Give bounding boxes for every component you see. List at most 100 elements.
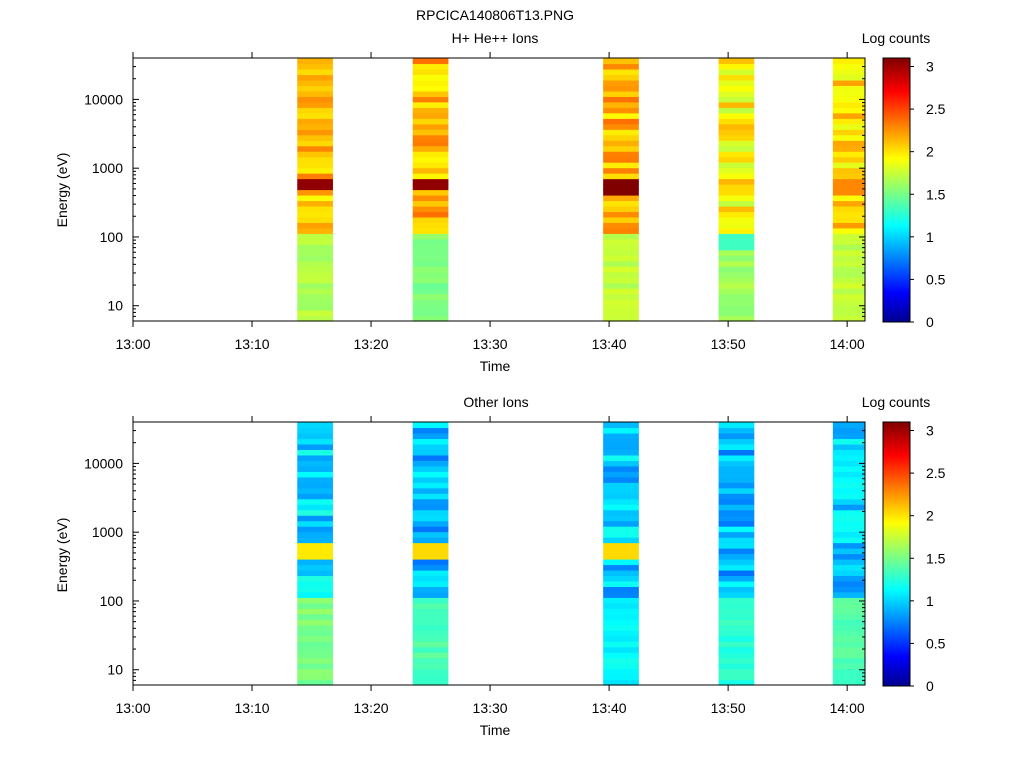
heatmap-cell	[718, 304, 755, 311]
heatmap-cell	[297, 184, 333, 191]
heatmap-cell	[297, 63, 333, 70]
heatmap-cell	[412, 663, 449, 670]
heatmap-cell	[832, 151, 865, 158]
heatmap-cell	[297, 465, 333, 472]
heatmap-cell	[603, 129, 639, 136]
heatmap-cell	[718, 460, 755, 467]
heatmap-cell	[412, 85, 449, 92]
heatmap-cell	[603, 471, 639, 478]
heatmap-cell	[718, 156, 755, 163]
heatmap-cell	[297, 564, 333, 571]
heatmap-cell	[412, 271, 449, 278]
heatmap-cell	[297, 304, 333, 311]
heatmap-cell	[603, 520, 639, 527]
heatmap-cell	[412, 145, 449, 152]
heatmap-cell	[412, 537, 449, 544]
heatmap-cell	[412, 107, 449, 114]
heatmap-cell	[603, 85, 639, 92]
heatmap-cell	[297, 238, 333, 245]
heatmap-cell	[832, 460, 865, 467]
heatmap-cell	[718, 140, 755, 147]
heatmap-cell	[412, 282, 449, 289]
colorbar-1-label: Log counts	[862, 30, 931, 46]
heatmap-cell	[297, 608, 333, 615]
heatmap-cell	[603, 476, 639, 483]
colorbar-1	[882, 57, 911, 323]
heatmap-cell	[718, 79, 755, 86]
heatmap-cell	[718, 173, 755, 180]
colorbar-tick-label: 0	[926, 314, 934, 330]
heatmap-cell	[718, 515, 755, 522]
heatmap-cell	[832, 482, 865, 489]
heatmap-cell	[603, 299, 639, 306]
heatmap-cell	[832, 591, 865, 598]
heatmap-cell	[297, 205, 333, 213]
heatmap-cell	[603, 663, 639, 670]
heatmap-cell	[832, 184, 865, 191]
heatmap-cell	[603, 422, 639, 429]
heatmap-cell	[412, 630, 449, 637]
heatmap-cell	[412, 460, 449, 467]
x-tick-label: 13:10	[235, 336, 270, 352]
heatmap-cell	[603, 613, 639, 620]
heatmap-cell	[718, 553, 755, 560]
heatmap-cell	[603, 449, 639, 456]
heatmap-cell	[718, 597, 755, 604]
heatmap-cell	[603, 624, 639, 631]
heatmap-cell	[832, 118, 865, 125]
heatmap-cell	[603, 282, 639, 289]
heatmap-cell	[832, 624, 865, 631]
heatmap-cell	[832, 520, 865, 527]
heatmap-cell	[603, 443, 639, 450]
heatmap-cell	[412, 167, 449, 174]
heatmap-cell	[603, 526, 639, 533]
heatmap-cell	[297, 282, 333, 289]
heatmap-cell	[718, 564, 755, 571]
heatmap-cell	[603, 58, 639, 65]
heatmap-cell	[297, 156, 333, 163]
heatmap-cell	[603, 288, 639, 295]
heatmap-cell	[297, 663, 333, 670]
heatmap-cell	[832, 553, 865, 560]
colorbar-tick-label: 0.5	[926, 271, 946, 287]
heatmap-cell	[297, 586, 333, 593]
heatmap-cell	[832, 211, 865, 218]
colorbar-2	[882, 421, 911, 687]
heatmap-cell	[603, 304, 639, 311]
heatmap-cell	[832, 542, 865, 549]
heatmap-cell	[297, 493, 333, 500]
heatmap-cell	[832, 454, 865, 461]
heatmap-cell	[718, 151, 755, 158]
heatmap-cell	[832, 515, 865, 522]
heatmap-cell	[297, 194, 333, 202]
heatmap-cell	[603, 134, 639, 141]
heatmap-cell	[603, 238, 639, 245]
x-tick-label: 13:30	[473, 700, 508, 716]
heatmap-cell	[718, 454, 755, 461]
heatmap-cell	[832, 244, 865, 251]
heatmap-cell	[718, 504, 755, 511]
heatmap-cell	[412, 476, 449, 483]
heatmap-cell	[297, 487, 333, 494]
heatmap-cell	[297, 591, 333, 598]
heatmap-cell	[603, 101, 639, 108]
heatmap-cell	[297, 271, 333, 278]
heatmap-cell	[832, 173, 865, 180]
heatmap-cell	[297, 531, 333, 538]
heatmap-cell	[297, 85, 333, 92]
heatmap-cell	[412, 222, 449, 229]
heatmap-cell	[718, 299, 755, 306]
heatmap-cell	[297, 548, 333, 555]
heatmap-cell	[603, 107, 639, 114]
heatmap-cell	[603, 140, 639, 147]
x-tick-label: 13:00	[115, 336, 150, 352]
y-tick-label: 100	[100, 229, 124, 245]
heatmap-cell	[832, 465, 865, 472]
heatmap-cell	[297, 277, 333, 284]
panel-2-ylabel: Energy (eV)	[54, 518, 70, 593]
heatmap-cell	[603, 493, 639, 500]
heatmap-cell	[412, 68, 449, 76]
heatmap-cell	[832, 101, 865, 108]
heatmap-cell	[832, 271, 865, 278]
heatmap-cell	[297, 178, 333, 185]
